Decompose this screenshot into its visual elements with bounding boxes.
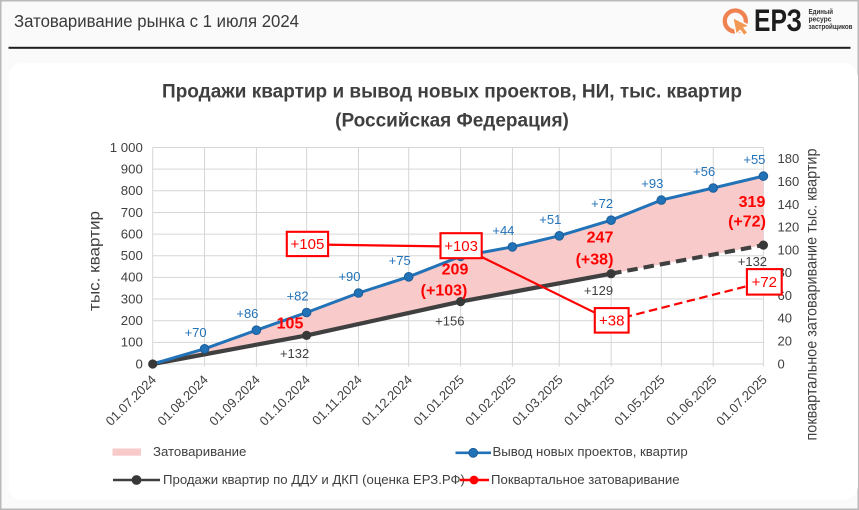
svg-text:(+103): (+103)	[421, 283, 468, 300]
svg-text:+72: +72	[752, 274, 777, 291]
svg-text:(Российская Федерация): (Российская Федерация)	[335, 111, 569, 132]
svg-text:+56: +56	[693, 164, 715, 179]
svg-text:+70: +70	[185, 325, 207, 340]
svg-text:+93: +93	[641, 176, 663, 191]
svg-text:+44: +44	[492, 223, 514, 238]
svg-text:(+38): (+38)	[576, 251, 614, 268]
svg-text:105: 105	[277, 316, 304, 333]
svg-text:40: 40	[778, 311, 792, 326]
svg-text:319: 319	[739, 194, 766, 211]
svg-text:+75: +75	[389, 253, 411, 268]
svg-text:Затоваривание рынка с 1 июля 2: Затоваривание рынка с 1 июля 2024	[14, 11, 299, 31]
svg-text:Поквартальное затоваривание: Поквартальное затоваривание	[491, 472, 680, 487]
svg-text:+90: +90	[338, 269, 360, 284]
svg-text:0: 0	[135, 356, 142, 371]
svg-text:Единый: Единый	[809, 8, 834, 16]
svg-text:+132: +132	[280, 346, 309, 361]
svg-text:ЕРЗ: ЕРЗ	[754, 2, 802, 38]
svg-text:Вывод новых проектов, квартир: Вывод новых проектов, квартир	[493, 444, 688, 459]
svg-text:+72: +72	[591, 196, 613, 211]
svg-text:поквартальное затоваривание ты: поквартальное затоваривание тыс. квартир	[804, 149, 821, 441]
svg-text:700: 700	[121, 205, 143, 220]
svg-text:+86: +86	[236, 306, 258, 321]
svg-text:+38: +38	[599, 313, 624, 330]
svg-text:+82: +82	[287, 289, 309, 304]
svg-text:+132: +132	[738, 254, 767, 269]
svg-text:20: 20	[778, 334, 792, 349]
svg-text:100: 100	[778, 242, 800, 257]
svg-text:900: 900	[121, 162, 143, 177]
svg-text:500: 500	[121, 248, 143, 263]
svg-text:300: 300	[121, 291, 143, 306]
svg-text:Продажи квартир по ДДУ и ДКП (: Продажи квартир по ДДУ и ДКП (оценка ЕРЗ…	[163, 472, 465, 487]
svg-text:160: 160	[778, 174, 800, 189]
svg-text:0: 0	[778, 356, 785, 371]
svg-text:600: 600	[121, 226, 143, 241]
svg-text:(+72): (+72)	[728, 214, 766, 231]
svg-text:застройщиков: застройщиков	[809, 23, 854, 31]
svg-text:140: 140	[778, 197, 800, 212]
svg-text:+105: +105	[291, 236, 325, 253]
svg-text:100: 100	[121, 335, 143, 350]
svg-text:1 000: 1 000	[110, 140, 143, 155]
svg-text:+129: +129	[584, 283, 613, 298]
svg-text:+103: +103	[444, 238, 478, 255]
svg-text:247: 247	[587, 230, 614, 247]
svg-text:тыс. квартир: тыс. квартир	[87, 211, 104, 311]
svg-text:120: 120	[778, 220, 800, 235]
svg-text:Продажи квартир и вывод новых: Продажи квартир и вывод новых проектов, …	[162, 82, 742, 103]
svg-text:800: 800	[121, 183, 143, 198]
svg-text:200: 200	[121, 313, 143, 328]
svg-text:180: 180	[778, 151, 800, 166]
svg-text:+156: +156	[435, 314, 464, 329]
svg-text:ресурс: ресурс	[809, 17, 832, 24]
svg-text:+51: +51	[539, 212, 561, 227]
svg-text:+55: +55	[743, 152, 765, 167]
svg-text:Затоваривание: Затоваривание	[153, 444, 246, 459]
svg-text:209: 209	[442, 262, 469, 279]
svg-text:400: 400	[121, 270, 143, 285]
